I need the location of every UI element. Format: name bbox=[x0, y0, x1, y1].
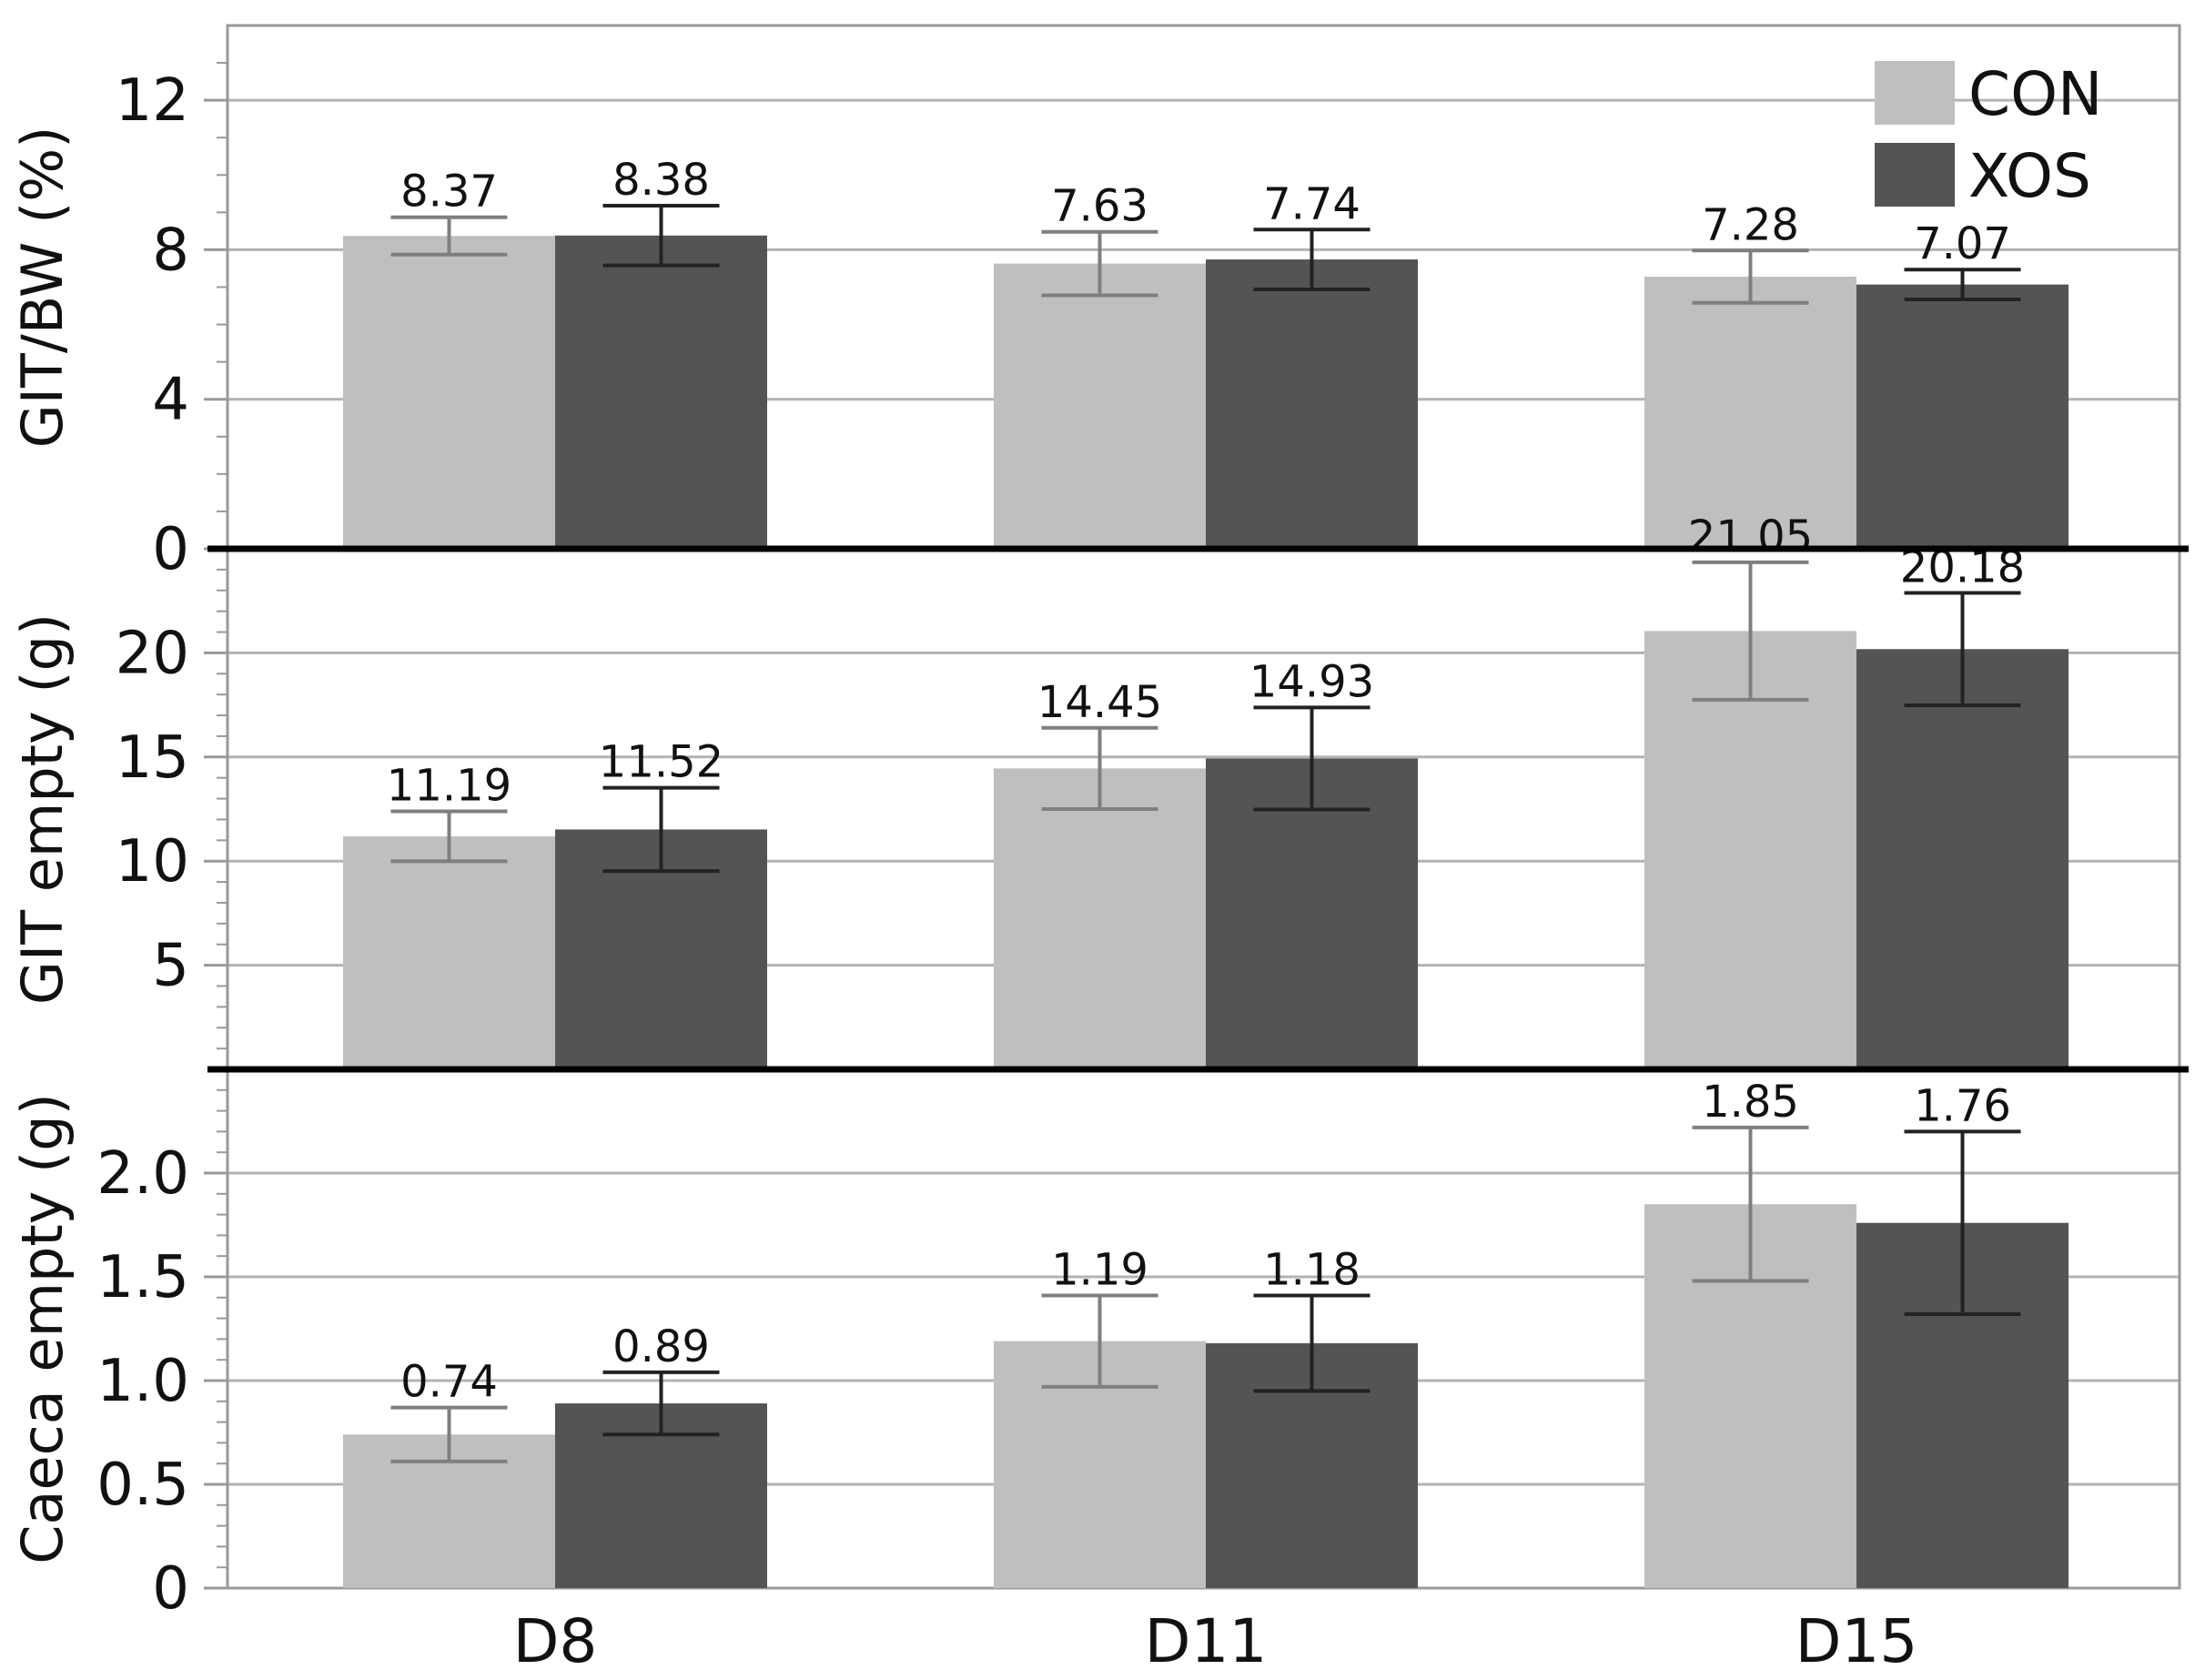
y-tick-label-p1: 8 bbox=[152, 217, 189, 284]
data-label-xos-d11-p2: 14.93 bbox=[1249, 656, 1374, 707]
data-label-con-d8-p2: 11.19 bbox=[387, 761, 511, 812]
bar-xos-d15-p1 bbox=[1856, 284, 2069, 549]
data-label-xos-d8-p2: 11.52 bbox=[599, 737, 723, 788]
legend-label-xos: XOS bbox=[1968, 141, 2091, 211]
y-tick-label-p3: 1.5 bbox=[96, 1244, 189, 1311]
bar-xos-d15-p2 bbox=[1856, 649, 2069, 1069]
data-label-con-d8-p1: 8.37 bbox=[400, 167, 498, 218]
bar-con-d8-p1 bbox=[343, 236, 555, 549]
legend-label-con: CON bbox=[1968, 59, 2102, 129]
legend-swatch-con bbox=[1875, 61, 1955, 125]
y-tick-label-p2: 15 bbox=[116, 724, 189, 792]
y-tick-label-p1: 4 bbox=[152, 367, 189, 434]
bar-con-d11-p2 bbox=[994, 768, 1206, 1069]
x-category-label-d8: D8 bbox=[513, 1606, 598, 1676]
data-label-xos-d15-p3: 1.76 bbox=[1914, 1080, 2011, 1131]
y-tick-label-p3: 2.0 bbox=[96, 1140, 189, 1208]
data-label-con-d15-p1: 7.28 bbox=[1702, 199, 1799, 250]
y-tick-label-p3: 0 bbox=[152, 1555, 189, 1623]
bar-xos-d8-p1 bbox=[555, 235, 767, 549]
y-tick-label-p3: 0.5 bbox=[96, 1452, 189, 1519]
y-tick-label-p1: 0 bbox=[152, 516, 189, 583]
data-label-xos-d11-p1: 7.74 bbox=[1263, 178, 1360, 229]
data-label-xos-d8-p3: 0.89 bbox=[612, 1321, 710, 1372]
y-tick-label-p2: 10 bbox=[116, 828, 189, 896]
bar-con-d11-p1 bbox=[994, 263, 1206, 549]
data-label-con-d8-p3: 0.74 bbox=[400, 1357, 498, 1408]
x-category-label-d11: D11 bbox=[1145, 1606, 1268, 1676]
y-axis-title-p2: GIT empty (g) bbox=[9, 613, 76, 1005]
y-tick-label-p1: 12 bbox=[116, 67, 189, 135]
bar-con-d15-p1 bbox=[1644, 277, 1856, 549]
y-tick-label-p2: 5 bbox=[152, 933, 189, 1000]
data-label-xos-d8-p1: 8.38 bbox=[612, 155, 710, 206]
x-category-label-d15: D15 bbox=[1795, 1606, 1918, 1676]
bar-con-d8-p2 bbox=[343, 835, 555, 1069]
y-axis-title-p1: GIT/BW (%) bbox=[9, 127, 76, 449]
data-label-con-d11-p1: 7.63 bbox=[1051, 181, 1148, 232]
data-label-xos-d11-p3: 1.18 bbox=[1263, 1245, 1360, 1296]
data-label-con-d11-p2: 14.45 bbox=[1037, 677, 1162, 728]
data-label-con-d15-p3: 1.85 bbox=[1702, 1077, 1799, 1128]
y-tick-label-p2: 20 bbox=[116, 620, 189, 687]
legend-swatch-xos bbox=[1875, 143, 1955, 207]
y-axis-title-p3: Caeca empty (g) bbox=[9, 1093, 76, 1564]
bar-con-d15-p2 bbox=[1644, 631, 1856, 1069]
y-tick-label-p3: 1.0 bbox=[96, 1348, 189, 1415]
data-label-con-d15-p2: 21.05 bbox=[1688, 511, 1813, 562]
data-label-con-d11-p3: 1.19 bbox=[1051, 1245, 1148, 1296]
bar-xos-d11-p1 bbox=[1206, 259, 1418, 549]
data-label-xos-d15-p1: 7.07 bbox=[1914, 218, 2011, 269]
